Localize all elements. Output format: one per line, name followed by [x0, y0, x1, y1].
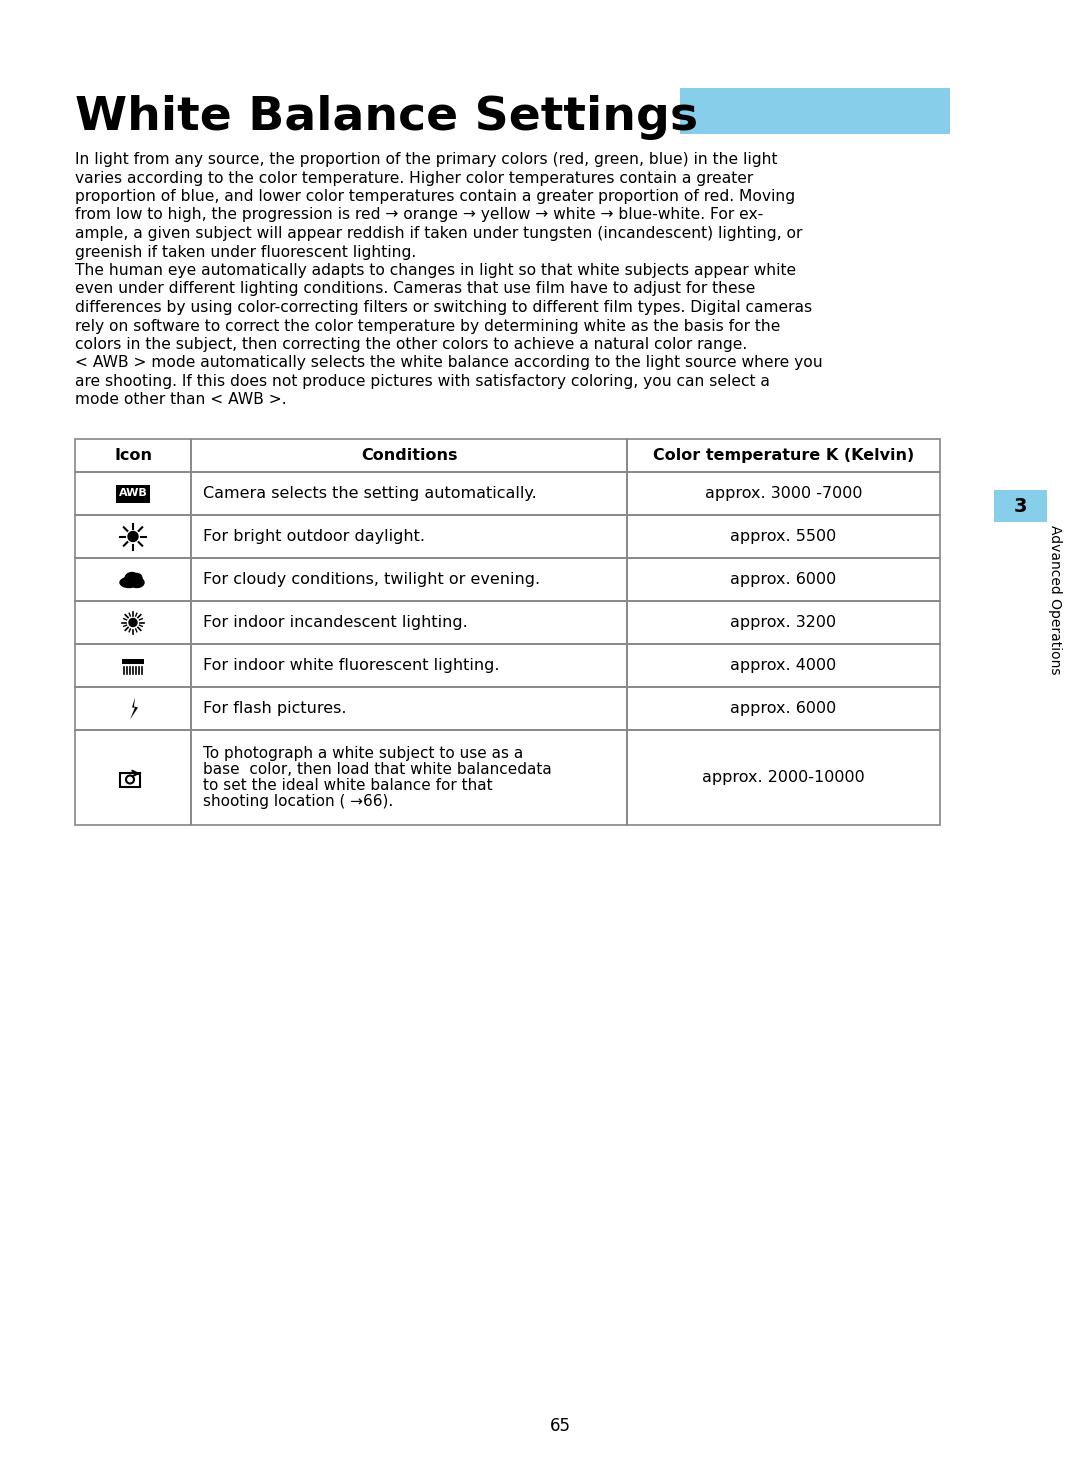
Bar [191, 438, 627, 472]
Bar [120, 772, 140, 787]
Bar [627, 438, 940, 472]
Text: even under different lighting conditions. Cameras that use film have to adjust f: even under different lighting conditions… [75, 282, 755, 297]
Ellipse shape [132, 574, 141, 583]
Text: In light from any source, the proportion of the primary colors (red, green, blue: In light from any source, the proportion… [75, 152, 778, 167]
Text: base  color, then load that white balancedata: base color, then load that white balance… [203, 762, 552, 776]
Bar [122, 658, 144, 664]
Text: For cloudy conditions, twilight or evening.: For cloudy conditions, twilight or eveni… [203, 573, 540, 587]
Bar [191, 515, 627, 558]
Text: shooting location ( →66).: shooting location ( →66). [203, 794, 393, 809]
Text: For indoor incandescent lighting.: For indoor incandescent lighting. [203, 615, 468, 630]
Text: 65: 65 [550, 1417, 570, 1435]
Polygon shape [130, 698, 138, 719]
Bar [191, 731, 627, 825]
Bar [75, 558, 191, 601]
Bar [627, 558, 940, 601]
Text: Camera selects the setting automatically.: Camera selects the setting automatically… [203, 486, 537, 500]
Bar [627, 601, 940, 644]
Text: to set the ideal white balance for that: to set the ideal white balance for that [203, 778, 492, 793]
Ellipse shape [125, 573, 139, 584]
Text: greenish if taken under fluorescent lighting.: greenish if taken under fluorescent ligh… [75, 245, 416, 260]
Text: approx. 4000: approx. 4000 [730, 658, 837, 673]
Bar [627, 731, 940, 825]
Text: Icon: Icon [114, 449, 152, 463]
Bar [994, 490, 1047, 523]
Bar [75, 515, 191, 558]
Text: approx. 3000 -7000: approx. 3000 -7000 [705, 486, 862, 500]
Text: approx. 2000-10000: approx. 2000-10000 [702, 770, 865, 785]
Text: White Balance Settings: White Balance Settings [75, 94, 698, 140]
Text: are shooting. If this does not produce pictures with satisfactory coloring, you : are shooting. If this does not produce p… [75, 373, 770, 390]
Bar [627, 472, 940, 515]
Text: For flash pictures.: For flash pictures. [203, 701, 347, 716]
Text: varies according to the color temperature. Higher color temperatures contain a g: varies according to the color temperatur… [75, 171, 753, 186]
Bar [191, 472, 627, 515]
Text: Advanced Operations: Advanced Operations [1048, 525, 1062, 675]
Text: differences by using color-correcting filters or switching to different film typ: differences by using color-correcting fi… [75, 300, 812, 314]
Bar [627, 644, 940, 686]
Bar [191, 686, 627, 731]
Text: 3: 3 [1014, 496, 1027, 515]
Bar [191, 644, 627, 686]
Text: To photograph a white subject to use as a: To photograph a white subject to use as … [203, 745, 523, 762]
Text: mode other than < AWB >.: mode other than < AWB >. [75, 393, 286, 407]
Bar [75, 438, 191, 472]
Bar [680, 89, 950, 134]
Text: from low to high, the progression is red → orange → yellow → white → blue-white.: from low to high, the progression is red… [75, 208, 764, 223]
Text: AWB: AWB [119, 489, 147, 499]
Text: proportion of blue, and lower color temperatures contain a greater proportion of: proportion of blue, and lower color temp… [75, 189, 795, 204]
Bar [75, 686, 191, 731]
Text: < AWB > mode automatically selects the white balance according to the light sour: < AWB > mode automatically selects the w… [75, 356, 823, 370]
Text: rely on software to correct the color temperature by determining white as the ba: rely on software to correct the color te… [75, 319, 781, 334]
Circle shape [129, 618, 137, 626]
Text: ample, a given subject will appear reddish if taken under tungsten (incandescent: ample, a given subject will appear reddi… [75, 226, 802, 241]
Text: For bright outdoor daylight.: For bright outdoor daylight. [203, 528, 426, 545]
Bar [627, 515, 940, 558]
Ellipse shape [130, 577, 144, 587]
Text: The human eye automatically adapts to changes in light so that white subjects ap: The human eye automatically adapts to ch… [75, 263, 796, 277]
Bar [191, 558, 627, 601]
Bar [191, 601, 627, 644]
Circle shape [129, 531, 138, 542]
Text: colors in the subject, then correcting the other colors to achieve a natural col: colors in the subject, then correcting t… [75, 337, 747, 351]
Bar [75, 601, 191, 644]
Text: Color temperature K (Kelvin): Color temperature K (Kelvin) [653, 449, 914, 463]
Bar [75, 644, 191, 686]
Text: For indoor white fluorescent lighting.: For indoor white fluorescent lighting. [203, 658, 499, 673]
Text: Conditions: Conditions [361, 449, 457, 463]
Bar [116, 484, 150, 502]
Bar [75, 472, 191, 515]
Text: approx. 6000: approx. 6000 [730, 701, 837, 716]
Text: approx. 5500: approx. 5500 [730, 528, 837, 545]
Bar [75, 731, 191, 825]
Bar [627, 686, 940, 731]
Text: approx. 3200: approx. 3200 [730, 615, 837, 630]
Text: approx. 6000: approx. 6000 [730, 573, 837, 587]
Ellipse shape [120, 577, 138, 587]
